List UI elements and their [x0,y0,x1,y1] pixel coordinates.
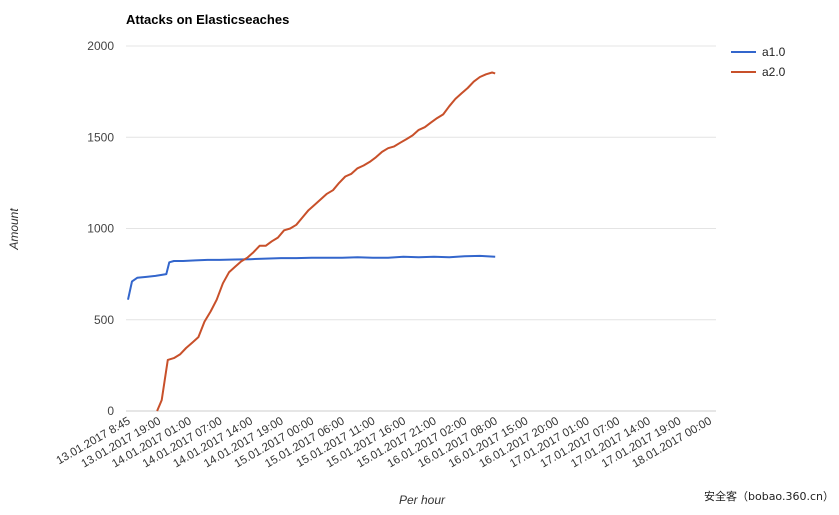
y-tick-label-2: 1000 [87,222,114,236]
y-tick-label-0: 0 [107,404,114,418]
legend-label-a1.0: a1.0 [762,45,786,59]
series-line-a2.0 [156,71,496,412]
legend: a1.0 a2.0 [731,45,786,79]
series-line-a1.0 [127,254,496,300]
x-axis-title: Per hour [399,493,446,507]
y-tick-label-4: 2000 [87,39,114,53]
y-tick-label-1: 500 [94,313,114,327]
y-tick-label-3: 1500 [87,130,114,144]
watermark: 安全客（bobao.360.cn） [704,489,834,503]
chart-title: Attacks on Elasticseaches [126,12,289,27]
series-lines [127,71,496,412]
y-tick-labels: 0 500 1000 1500 2000 [87,39,114,418]
grid [126,45,716,412]
y-axis-title: Amount [7,208,21,251]
legend-label-a2.0: a2.0 [762,65,786,79]
